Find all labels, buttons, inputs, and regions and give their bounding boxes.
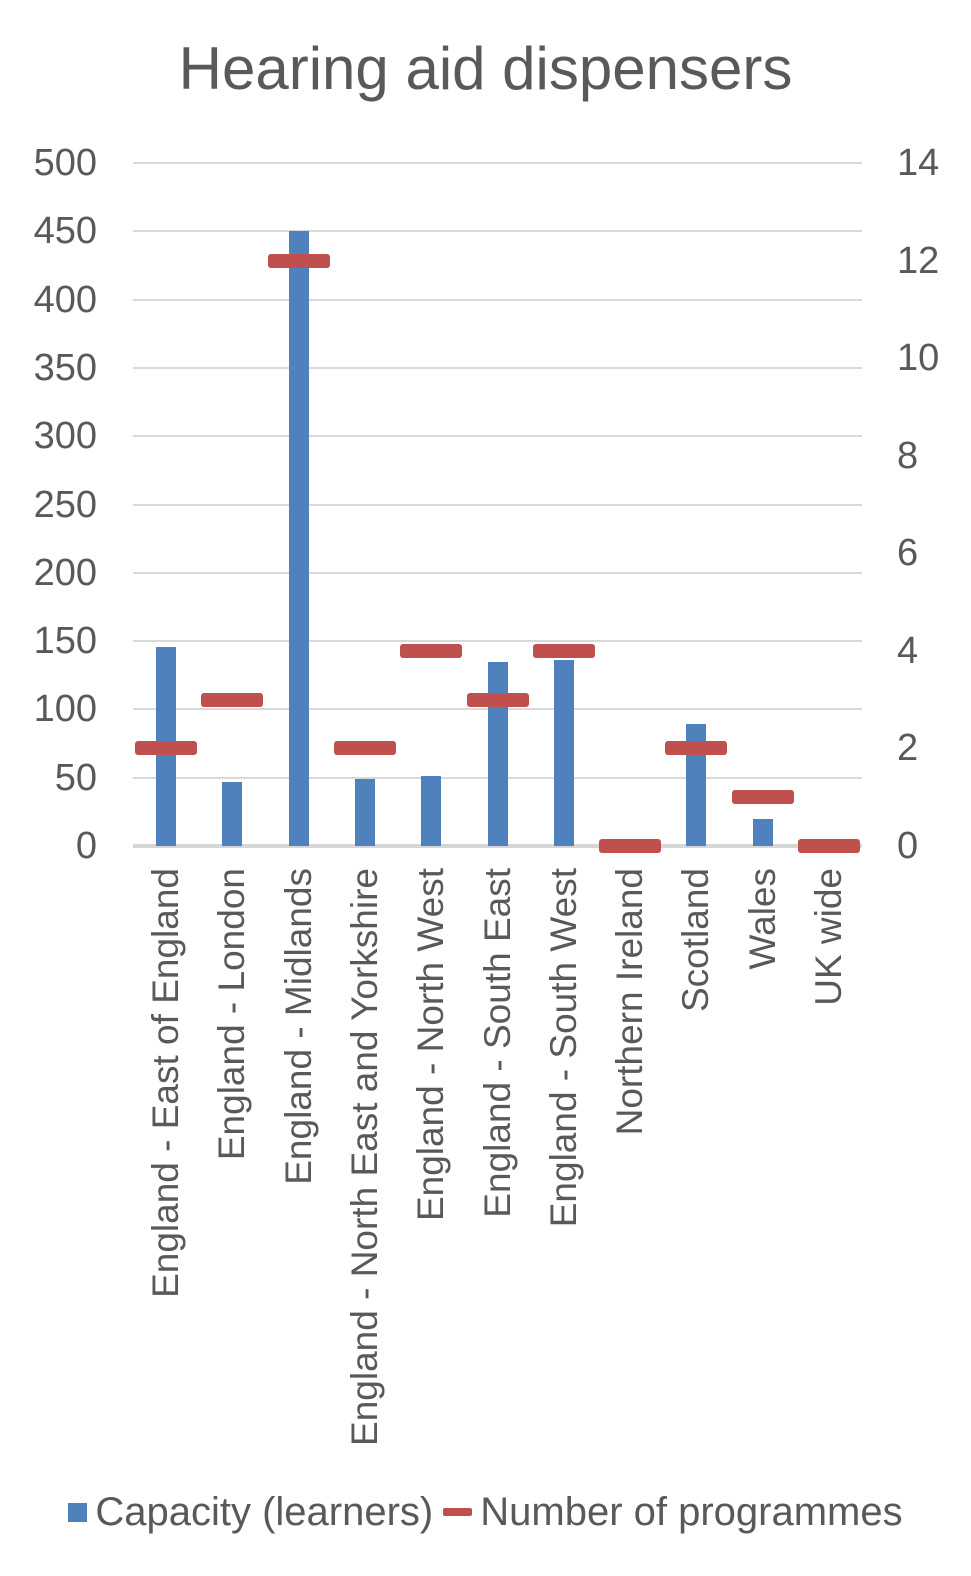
programmes-dash xyxy=(731,790,794,805)
left-axis-tick-label: 150 xyxy=(33,620,97,663)
category-label: England - North East and Yorkshire xyxy=(343,868,385,1446)
left-axis-tick-label: 450 xyxy=(33,210,97,253)
gridline xyxy=(133,503,862,506)
left-axis-tick-label: 0 xyxy=(75,825,97,867)
left-axis-tick-label: 250 xyxy=(33,483,97,526)
capacity-bar xyxy=(421,776,442,846)
category-label: England - East of England xyxy=(145,868,187,1298)
capacity-bar xyxy=(553,660,574,846)
right-axis-tick-label: 10 xyxy=(897,337,940,380)
left-axis-tick-label: 300 xyxy=(33,415,97,458)
category-label: England - Midlands xyxy=(277,868,319,1185)
programmes-series-swatch-icon xyxy=(443,1508,473,1516)
programmes-dash xyxy=(532,643,595,658)
programmes-dash xyxy=(333,741,396,756)
category-label: England - London xyxy=(211,868,253,1161)
capacity-bar xyxy=(222,781,243,846)
programmes-dash xyxy=(665,741,728,756)
gridline xyxy=(133,435,862,438)
right-axis-tick-label: 6 xyxy=(897,532,919,575)
left-axis-tick-label: 100 xyxy=(33,688,97,731)
right-axis-tick-label: 14 xyxy=(897,142,940,184)
plot-area xyxy=(133,162,862,853)
gridline xyxy=(133,230,862,233)
legend-label-capacity: Capacity (learners) xyxy=(95,1489,434,1534)
right-axis-tick-label: 2 xyxy=(897,727,919,770)
chart-title: Hearing aid dispensers xyxy=(178,35,793,102)
gridline xyxy=(133,366,862,369)
gridline xyxy=(133,162,862,164)
programmes-dash xyxy=(797,839,860,853)
programmes-dash xyxy=(466,692,529,707)
left-axis-tick-label: 500 xyxy=(33,142,97,184)
programmes-dash xyxy=(400,643,463,658)
programmes-dash xyxy=(135,741,198,756)
programmes-dash xyxy=(201,692,264,707)
left-axis-tick-label: 200 xyxy=(33,551,97,594)
right-axis-tick-label: 0 xyxy=(897,825,919,867)
gridline xyxy=(133,640,862,643)
category-label: England - South West xyxy=(542,868,584,1228)
right-axis-tick-label: 8 xyxy=(897,434,919,477)
gridline xyxy=(133,571,862,574)
capacity-bar xyxy=(752,818,773,846)
gridline xyxy=(133,298,862,301)
legend: Capacity (learners) Number of programmes xyxy=(0,1488,971,1536)
legend-item-programmes: Number of programmes xyxy=(443,1489,903,1535)
left-axis-tick-label: 400 xyxy=(33,278,97,321)
programmes-dash xyxy=(599,839,662,853)
category-label: UK wide xyxy=(807,868,849,1006)
category-label: England - South East xyxy=(476,868,518,1218)
right-axis-tick-label: 12 xyxy=(897,239,940,282)
capacity-series-swatch-icon xyxy=(68,1502,88,1522)
left-axis-tick-label: 350 xyxy=(33,346,97,389)
programmes-dash xyxy=(267,253,330,268)
capacity-bar xyxy=(354,779,375,846)
category-label: England - North West xyxy=(410,868,452,1222)
legend-label-programmes: Number of programmes xyxy=(480,1489,903,1534)
legend-item-capacity: Capacity (learners) xyxy=(68,1490,433,1535)
category-label: Northern Ireland xyxy=(609,868,651,1136)
capacity-bar xyxy=(487,661,508,846)
capacity-bar xyxy=(288,231,309,846)
category-label: Scotland xyxy=(675,868,717,1012)
right-axis-tick-label: 4 xyxy=(897,629,919,672)
category-label: Wales xyxy=(741,868,783,970)
left-axis-tick-label: 50 xyxy=(54,756,97,799)
x-axis-line xyxy=(133,844,862,848)
